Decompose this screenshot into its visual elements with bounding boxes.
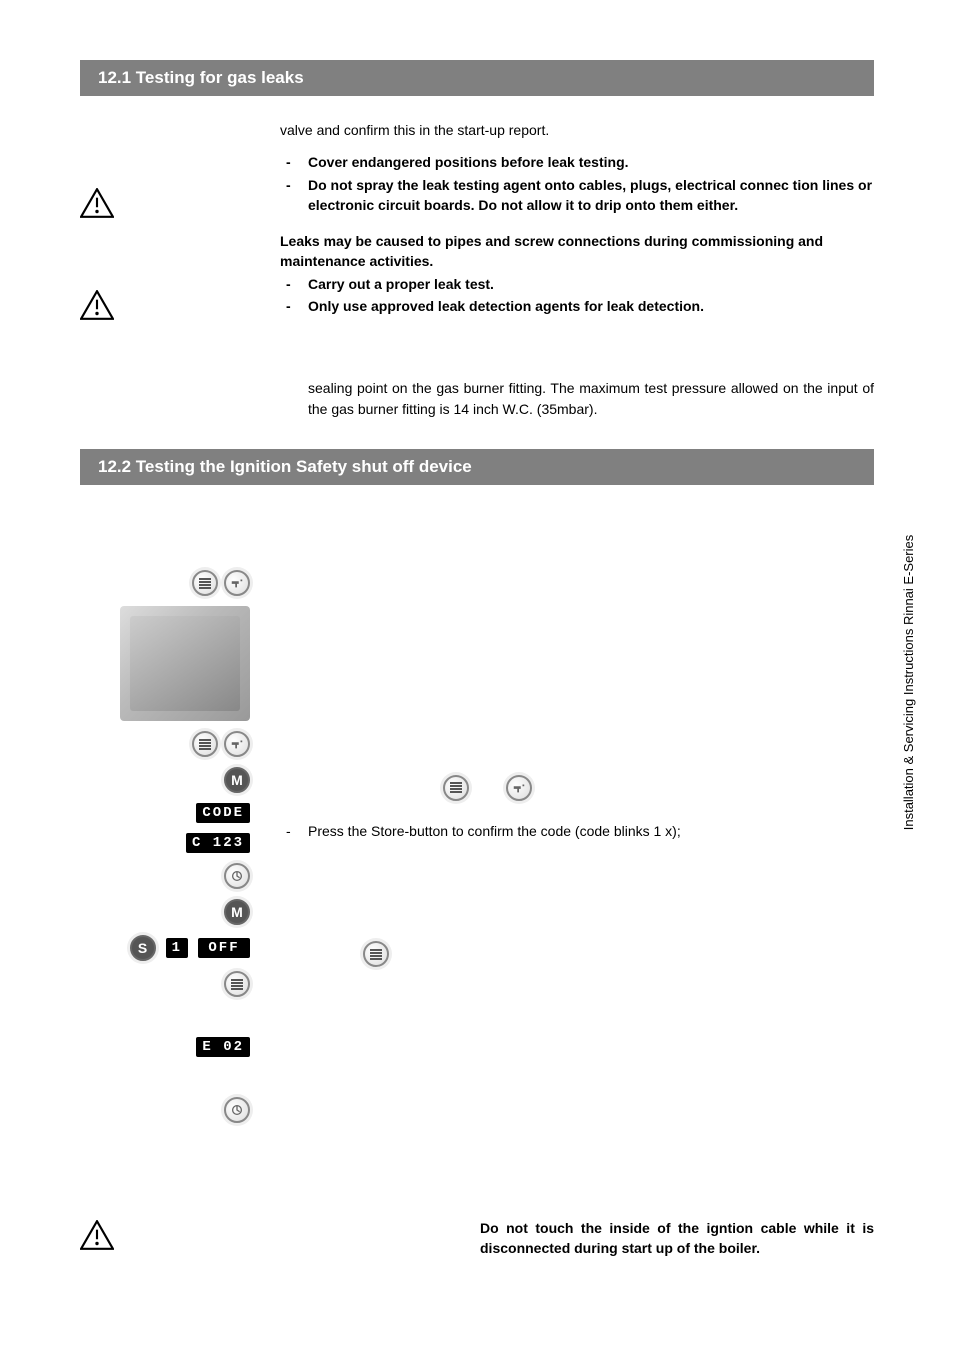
faucet-button[interactable]	[224, 731, 250, 757]
step-confirm: Press the Store-button to confirm the co…	[280, 821, 874, 841]
warning-icon	[80, 188, 114, 218]
radiator-icon	[199, 578, 211, 589]
procedure-left-column: M CODE C 123 M S 1 OFF E 02	[80, 570, 250, 1123]
radiator-button[interactable]	[224, 971, 250, 997]
section-12-2-body: Press the Store-button to confirm the co…	[280, 775, 874, 967]
warn2-lead: Leaks may be caused to pipes and screw c…	[280, 231, 874, 272]
display-off: OFF	[198, 938, 250, 958]
display-c123: C 123	[186, 833, 250, 853]
warning-icon	[80, 1220, 114, 1250]
store-button[interactable]	[224, 1097, 250, 1123]
reset-icon	[230, 1103, 244, 1117]
section-header-12-1: 12.1 Testing for gas leaks	[80, 60, 874, 96]
button-pair-1	[192, 570, 250, 596]
page: 12.1 Testing for gas leaks valve and con…	[0, 0, 954, 1350]
warning-block-2: Leaks may be caused to pipes and screw c…	[280, 231, 874, 316]
warn2-item-2: Only use approved leak detection agents …	[280, 296, 874, 316]
gas-valve-image	[120, 606, 250, 721]
inline-radiator-solo	[360, 941, 874, 967]
tail-text: sealing point on the gas burner fitting.…	[280, 378, 874, 419]
intro-text: valve and confirm this in the start-up r…	[280, 120, 874, 140]
button-pair-2	[192, 731, 250, 757]
faucet-icon	[230, 576, 244, 590]
tail-paragraph: sealing point on the gas burner fitting.…	[308, 378, 874, 419]
warn1-item-2: Do not spray the leak testing agent onto…	[280, 175, 874, 216]
radiator-button[interactable]	[363, 941, 389, 967]
faucet-button[interactable]	[506, 775, 532, 801]
sidebar-label: Installation & Servicing Instructions Ri…	[902, 535, 917, 831]
warning-icon	[80, 290, 114, 320]
radiator-icon	[199, 739, 211, 750]
faucet-icon	[230, 737, 244, 751]
radiator-icon	[450, 782, 462, 793]
faucet-button[interactable]	[224, 570, 250, 596]
mode-button[interactable]: M	[224, 767, 250, 793]
radiator-icon	[370, 949, 382, 960]
store-button[interactable]	[224, 863, 250, 889]
radiator-button[interactable]	[443, 775, 469, 801]
final-warning: Do not touch the inside of the igntion c…	[480, 1218, 874, 1271]
mode-button[interactable]: M	[224, 899, 250, 925]
section-12-1-body: valve and confirm this in the start-up r…	[280, 120, 874, 140]
final-warning-text: Do not touch the inside of the igntion c…	[480, 1218, 874, 1259]
inline-button-row	[440, 775, 874, 801]
faucet-icon	[512, 781, 526, 795]
section-header-12-2: 12.2 Testing the Ignition Safety shut of…	[80, 449, 874, 485]
radiator-button[interactable]	[192, 570, 218, 596]
reset-icon	[230, 869, 244, 883]
radiator-icon	[231, 979, 243, 990]
radiator-button[interactable]	[192, 731, 218, 757]
warning-block-1: Cover endangered positions before leak t…	[280, 152, 874, 215]
display-1: 1	[166, 938, 188, 958]
display-e02: E 02	[196, 1037, 250, 1057]
step-button[interactable]: S	[130, 935, 156, 961]
display-code: CODE	[196, 803, 250, 823]
warn1-item-1: Cover endangered positions before leak t…	[280, 152, 874, 172]
warn2-item-1: Carry out a proper leak test.	[280, 274, 874, 294]
